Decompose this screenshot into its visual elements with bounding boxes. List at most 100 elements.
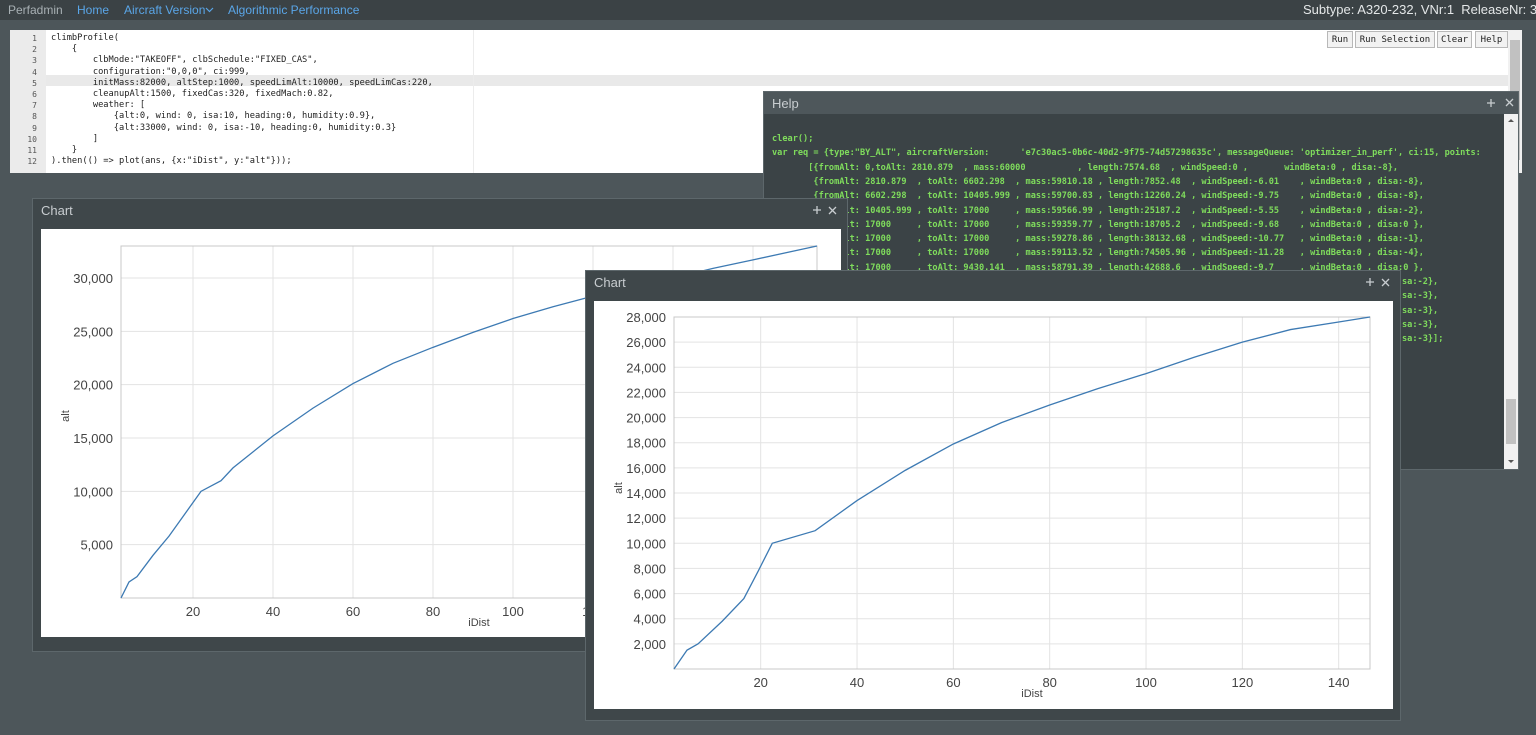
x-tick-label: 60 [946,675,960,690]
help-line: sa:-3}, [1402,305,1439,316]
line-number: 6 [32,90,37,99]
nav-link[interactable]: Home [77,3,110,17]
x-tick-label: 80 [426,604,440,619]
line-number: 5 [32,78,37,88]
code-line: clbMode:"TAKEOFF", clbSchedule:"FIXED_CA… [51,55,318,66]
plot-frame [673,316,1371,670]
top-bar: Perfadmin Home Aircraft Version Algorith… [0,0,1536,20]
nav-link[interactable]: Algorithmic Performance [228,3,360,17]
active-line [46,75,1508,86]
y-tick-label: 22,000 [626,385,666,400]
y-tick-label: 10,000 [626,536,666,551]
brand[interactable]: Perfadmin [8,3,63,17]
code-line: initMass:82000, altStep:1000, speedLimAl… [51,77,433,88]
window-header: Help [764,92,1518,114]
x-tick-label: 100 [1135,675,1157,690]
x-tick-label: 120 [1232,675,1254,690]
window-title: Help [772,96,799,111]
y-tick-label: 20,000 [626,411,666,426]
code-line: ).then(() => plot(ans, {x:"iDist", y:"al… [51,156,292,167]
button[interactable]: Help [1475,31,1508,48]
code-line: weather: [ [51,100,146,111]
help-line: sa:-3}]; [1402,334,1444,345]
nav-link[interactable]: Aircraft Version [124,3,206,17]
status-text: Subtype: A320-232, VNr:1 ReleaseNr: 3 [1303,2,1536,17]
y-tick-label: 20,000 [73,378,113,393]
line-number: 9 [32,123,37,133]
help-line: var req = {type:"BY_ALT", aircraftVersio… [772,148,1481,159]
help-line: sa:-3}, [1402,319,1439,330]
window-title: Chart [594,275,626,290]
y-tick-label: 2,000 [633,637,666,652]
window-controls[interactable] [813,206,837,215]
data-line [673,316,1371,670]
help-line: sa:-3}, [1402,291,1439,302]
code-line: { [51,44,78,55]
help-line: sa:-2}, [1402,277,1439,287]
help-line: clear(); [772,134,814,144]
button[interactable]: Run Selection [1355,31,1435,48]
y-axis-label: alt [60,410,72,422]
code-line: cleanupAlt:1500, fixedCas:320, fixedMach… [51,89,334,99]
line-number: 4 [32,67,37,77]
code-line: {alt:33000, wind: 0, isa:-10, heading:0,… [51,122,397,133]
x-tick-label: 40 [266,604,280,619]
x-axis-label: iDist [468,617,489,629]
x-tick-label: 100 [502,604,524,619]
gutter: 1 2 3 4 5 6 7 8 9 10 11 12 [10,30,46,173]
line-number: 8 [32,112,37,122]
scroll-thumb[interactable] [1506,399,1516,444]
print-margin [473,30,474,173]
button[interactable]: Run [1327,31,1353,48]
y-tick-label: 4,000 [633,612,666,627]
y-tick-label: 8,000 [633,561,666,576]
x-tick-label: 40 [850,675,864,690]
y-tick-label: 30,000 [73,271,113,286]
help-line: {fromAlt: 17000 , toAlt: 17000 , mass:59… [772,234,1424,245]
window-controls[interactable] [1482,96,1518,110]
button[interactable]: Clear [1437,31,1472,48]
window-title: Chart [41,203,73,218]
y-tick-label: 25,000 [73,324,113,339]
y-tick-label: 18,000 [626,436,666,451]
help-line: {fromAlt: 2810.879 , toAlt: 6602.298 , m… [772,176,1424,187]
code-line: climbProfile( [51,33,119,43]
x-tick-label: 20 [186,604,200,619]
line-number: 10 [27,134,37,144]
y-tick-label: 26,000 [626,335,666,350]
chart-window: Chart 2,000 4,000 6,000 8,000 10,000 12,000 14,… [585,270,1401,721]
y-tick-label: 28,000 [626,310,666,325]
help-line: [{fromAlt: 0,toAlt: 2810.879 , mass:6000… [772,162,1399,173]
line-number: 7 [32,101,37,111]
help-line: {fromAlt: 17000 , toAlt: 17000 , mass:59… [772,248,1424,259]
y-tick-label: 15,000 [73,431,113,446]
window-controls[interactable] [1366,278,1390,287]
y-tick-label: 5,000 [80,538,113,553]
x-tick-label: 20 [753,675,767,690]
line-number: 3 [32,56,37,66]
line-number: 11 [27,146,37,155]
code-line: } [51,145,78,155]
code-line: ] [51,133,99,144]
line-number: 12 [27,157,37,167]
y-axis-label: alt [613,482,625,494]
y-tick-label: 16,000 [626,461,666,476]
x-tick-label: 60 [346,604,360,619]
x-axis-label: iDist [1021,688,1042,700]
dropdown-icon [205,7,214,13]
y-tick-label: 6,000 [633,587,666,602]
y-tick-label: 12,000 [626,511,666,526]
x-tick-label: 80 [1042,675,1056,690]
help-line: {fromAlt: 10405.999 , toAlt: 17000 , mas… [772,205,1424,216]
x-tick-label: 140 [1328,675,1350,690]
y-tick-label: 10,000 [73,484,113,499]
help-line: {fromAlt: 6602.298 , toAlt: 10405.999 , … [772,191,1424,202]
code-line: {alt:0, wind: 0, isa:10, heading:0, humi… [51,111,376,122]
line-number: 2 [32,45,37,55]
help-line: {fromAlt: 17000 , toAlt: 17000 , mass:59… [772,219,1424,230]
y-tick-label: 24,000 [626,360,666,375]
code-line: configuration:"0,0,0", ci:999, [51,66,250,77]
scrollbar[interactable] [1504,114,1518,469]
y-tick-label: 14,000 [626,486,666,501]
